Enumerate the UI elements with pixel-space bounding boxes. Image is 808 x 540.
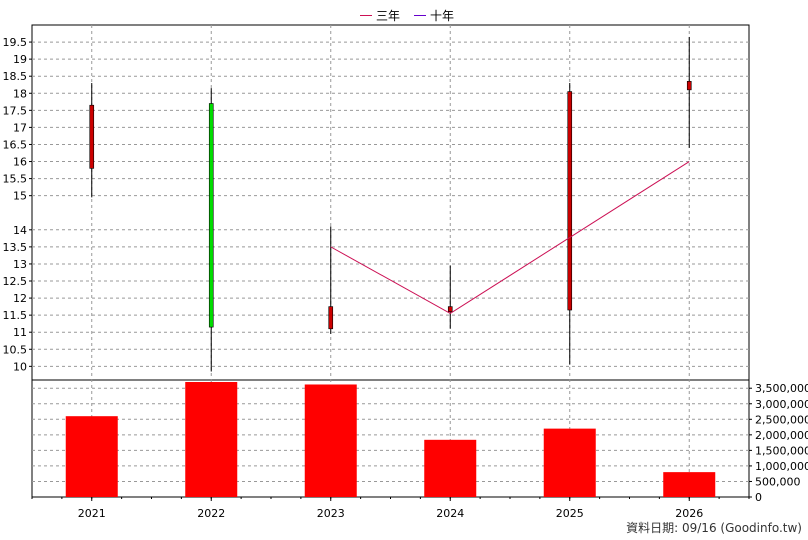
volume-bar (543, 428, 596, 497)
price-tick-label: 10.5 (3, 343, 28, 356)
volume-bar (424, 439, 477, 497)
price-tick-label: 10 (13, 360, 27, 373)
legend-item-ten-year[interactable]: 十年 (414, 7, 454, 24)
legend-label-three-year: 三年 (376, 8, 401, 23)
volume-bar (663, 472, 716, 497)
price-tick-label: 12 (13, 292, 27, 305)
price-tick-label: 15 (13, 190, 27, 203)
volume-tick-label: 1,000,000 (755, 460, 808, 473)
legend-swatch-three-year (360, 14, 372, 16)
price-tick-label: 11 (13, 326, 27, 339)
volume-bar (185, 382, 238, 497)
volume-tick-label: 3,500,000 (755, 382, 808, 395)
price-tick-label: 17.5 (3, 104, 28, 117)
data-date-footer: 資料日期: 09/16 (Goodinfo.tw) (626, 521, 802, 535)
candle-body (447, 306, 453, 313)
candle-body (328, 306, 334, 330)
candle-body (567, 91, 573, 311)
volume-bar (304, 384, 357, 497)
volume-tick-label: 0 (755, 491, 762, 504)
price-tick-label: 13 (13, 258, 27, 271)
price-tick-label: 13.5 (3, 241, 28, 254)
volume-tick-label: 500,000 (755, 475, 801, 488)
legend-item-three-year[interactable]: 三年 (360, 7, 400, 24)
year-tick-label: 2026 (675, 507, 703, 520)
candle-body (89, 104, 95, 169)
price-tick-label: 16 (13, 156, 27, 169)
price-tick-label: 18 (13, 87, 27, 100)
legend-label-ten-year: 十年 (430, 8, 455, 23)
legend-swatch-ten-year (414, 14, 427, 16)
year-tick-label: 2021 (78, 507, 106, 520)
volume-bar (65, 416, 118, 497)
price-tick-label: 14 (13, 224, 27, 237)
volume-tick-label: 1,500,000 (755, 444, 808, 457)
volume-tick-label: 3,000,000 (755, 398, 808, 411)
year-tick-label: 2023 (317, 507, 345, 520)
candle-body (208, 103, 214, 328)
price-tick-label: 18.5 (3, 70, 28, 83)
volume-tick-label: 2,000,000 (755, 429, 808, 442)
price-tick-label: 15.5 (3, 173, 28, 186)
price-tick-label: 19.5 (3, 36, 28, 49)
year-tick-label: 2025 (556, 507, 584, 520)
chart-legend: 三年 十年 (360, 6, 454, 24)
candle-body (686, 81, 692, 91)
plot-area (31, 24, 750, 498)
price-tick-label: 16.5 (3, 138, 28, 151)
volume-tick-label: 2,500,000 (755, 413, 808, 426)
price-tick-label: 12.5 (3, 275, 28, 288)
price-tick-label: 19 (13, 53, 27, 66)
price-tick-label: 17 (13, 121, 27, 134)
price-tick-label: 11.5 (3, 309, 28, 322)
year-tick-label: 2022 (197, 507, 225, 520)
three-year-line (330, 161, 690, 315)
year-tick-label: 2024 (436, 507, 464, 520)
